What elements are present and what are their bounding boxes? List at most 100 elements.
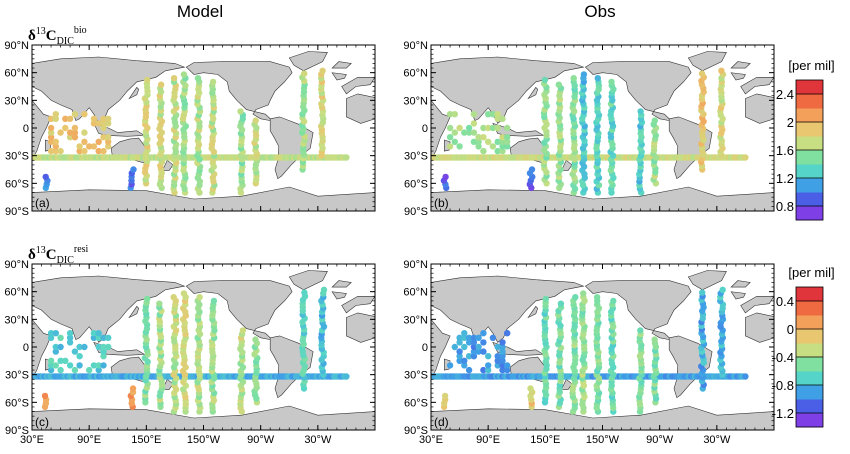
- data-point: [86, 143, 93, 150]
- colorbar-swatch: [796, 301, 823, 316]
- data-point: [66, 129, 74, 136]
- data-point: [461, 343, 468, 351]
- x-tick-label: 90°W: [247, 434, 275, 446]
- data-point: [475, 334, 482, 341]
- data-point: [480, 330, 487, 337]
- data-point: [144, 295, 151, 303]
- y-tick-label: 90°N: [403, 259, 428, 271]
- colorbar-swatch: [796, 136, 823, 151]
- data-point: [71, 348, 79, 355]
- data-point: [76, 362, 83, 369]
- y-tick-label: 60°N: [403, 287, 428, 299]
- map-panel-a: 90°N 60°N 30°N 0 30°S 60°S 90°S (a) δ13CDICbio: [4, 25, 376, 218]
- panel-letter: (c): [35, 415, 49, 429]
- data-point: [129, 385, 137, 392]
- y-tick-label: 30°S: [404, 151, 428, 163]
- data-point: [57, 357, 64, 364]
- data-point: [52, 115, 59, 123]
- data-point: [572, 294, 579, 301]
- data-point: [499, 353, 506, 360]
- colorbar-tick-label: -1.2: [772, 406, 794, 421]
- y-tick-label: 60°S: [404, 178, 428, 190]
- data-point: [499, 147, 506, 155]
- data-point: [470, 334, 478, 341]
- data-point: [485, 138, 492, 145]
- data-point: [66, 115, 74, 123]
- data-point: [637, 327, 644, 334]
- landmass-13: [740, 296, 774, 314]
- colorbar-title: [per mil]: [788, 265, 834, 280]
- data-point: [698, 70, 706, 77]
- data-point: [81, 343, 88, 351]
- data-point: [100, 124, 107, 132]
- colorbar-swatch: [796, 80, 823, 95]
- data-point: [76, 143, 83, 150]
- data-point: [100, 343, 107, 351]
- landmass-4: [584, 61, 692, 124]
- data-point: [580, 71, 588, 78]
- data-point: [90, 120, 98, 127]
- data-point: [494, 362, 501, 369]
- data-point: [76, 353, 83, 360]
- data-point: [451, 129, 458, 136]
- landmass-6: [288, 270, 328, 291]
- y-tick-label: 30°N: [403, 314, 428, 326]
- data-point: [105, 334, 112, 341]
- data-point: [494, 147, 501, 155]
- data-point: [95, 362, 102, 369]
- landmass-9: [331, 280, 352, 288]
- column-title-obs: Obs: [584, 2, 615, 21]
- data-point: [494, 115, 501, 123]
- colorbar-swatch: [796, 178, 823, 193]
- landmass-8: [730, 291, 746, 300]
- panel-letter: (a): [35, 196, 50, 210]
- y-tick-label: 60°N: [4, 287, 29, 299]
- x-tick-label: 90°E: [77, 434, 101, 446]
- data-point: [301, 289, 308, 296]
- landmass-7: [431, 405, 774, 430]
- data-point: [461, 330, 468, 337]
- y-tick-label: 30°S: [5, 370, 29, 382]
- data-point: [608, 78, 615, 86]
- colorbar-swatch: [796, 150, 823, 165]
- data-point: [47, 129, 55, 136]
- data-point: [130, 166, 137, 173]
- data-point: [718, 67, 725, 75]
- data-point: [194, 75, 202, 82]
- x-tick-label: 90°W: [646, 434, 674, 446]
- landmass-7: [32, 405, 375, 430]
- data-point: [456, 357, 463, 364]
- data-point: [66, 362, 74, 369]
- data-point: [475, 134, 482, 141]
- data-point: [239, 327, 247, 334]
- station-dots: [431, 67, 749, 196]
- landmass-10: [527, 86, 539, 100]
- data-point: [66, 134, 74, 141]
- data-point: [62, 124, 69, 132]
- data-point: [446, 143, 454, 150]
- x-tick-label: 30°W: [304, 434, 332, 446]
- data-point: [47, 124, 55, 132]
- colorbar-swatch: [796, 385, 823, 400]
- data-point: [494, 138, 501, 145]
- data-point: [451, 343, 458, 351]
- data-point: [499, 134, 506, 141]
- data-point: [475, 143, 482, 150]
- data-point: [489, 143, 497, 150]
- data-point: [742, 373, 749, 380]
- data-point: [57, 147, 64, 155]
- data-point: [41, 392, 49, 400]
- data-point: [47, 138, 55, 145]
- data-point: [456, 348, 463, 355]
- x-tick-label: 150°W: [586, 434, 620, 446]
- data-point: [451, 111, 458, 118]
- panel-letter: (d): [434, 415, 449, 429]
- data-point: [81, 147, 88, 155]
- data-point: [210, 297, 218, 305]
- data-point: [446, 134, 454, 141]
- x-tick-label: 30°E: [20, 434, 44, 446]
- colorbar-tick-label: -0.8: [772, 378, 794, 393]
- data-point: [470, 138, 478, 145]
- data-point: [76, 147, 83, 155]
